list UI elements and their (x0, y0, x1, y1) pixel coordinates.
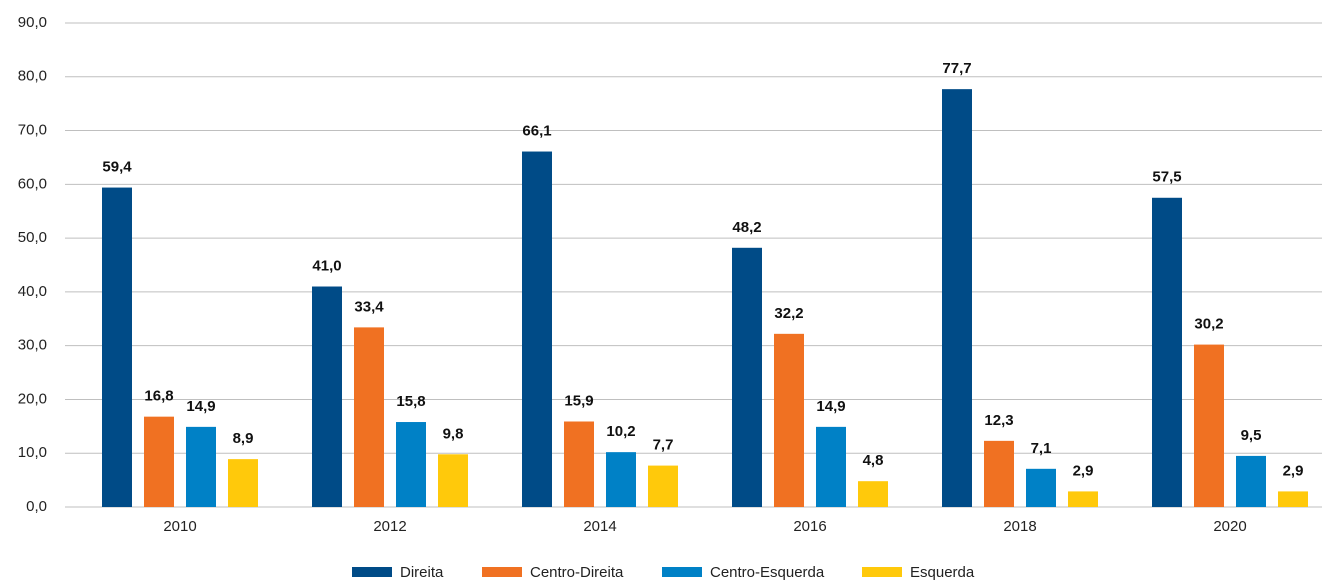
y-tick-label: 90,0 (18, 14, 47, 31)
y-tick-label: 60,0 (18, 175, 47, 192)
bar (1194, 344, 1224, 507)
bar (942, 89, 972, 507)
bar (354, 327, 384, 507)
value-label: 16,8 (144, 388, 173, 405)
y-tick-label: 20,0 (18, 390, 47, 407)
bar (396, 422, 426, 507)
y-tick-label: 0,0 (26, 498, 47, 515)
value-label: 8,9 (233, 430, 254, 447)
bar (522, 151, 552, 508)
x-tick-label: 2012 (373, 518, 406, 535)
value-label: 14,9 (816, 398, 845, 415)
bar (564, 421, 594, 507)
bar (228, 459, 258, 507)
value-label: 15,9 (564, 392, 593, 409)
value-label: 4,8 (863, 452, 884, 469)
bar (1236, 455, 1266, 507)
bar (606, 452, 636, 507)
y-tick-label: 80,0 (18, 68, 47, 85)
value-label: 12,3 (984, 412, 1013, 429)
bar (1152, 197, 1182, 507)
bar (144, 416, 174, 507)
legend-label: Direita (400, 564, 444, 581)
bar (312, 286, 342, 507)
value-label: 2,9 (1073, 462, 1094, 479)
legend-swatch (862, 567, 902, 577)
value-label: 15,8 (396, 393, 425, 410)
bar (984, 440, 1014, 507)
value-label: 32,2 (774, 305, 803, 322)
bar (438, 454, 468, 507)
y-tick-label: 10,0 (18, 444, 47, 461)
value-label: 14,9 (186, 398, 215, 415)
value-label: 57,5 (1152, 169, 1181, 186)
bar (732, 247, 762, 507)
value-label: 7,7 (653, 437, 674, 454)
value-label: 59,4 (102, 159, 132, 176)
bar (186, 426, 216, 507)
y-tick-label: 30,0 (18, 337, 47, 354)
x-tick-label: 2018 (1003, 518, 1036, 535)
legend-label: Centro-Esquerda (710, 564, 825, 581)
bar (816, 426, 846, 507)
value-label: 7,1 (1031, 440, 1052, 457)
value-label: 66,1 (522, 122, 551, 139)
bar (102, 187, 132, 507)
legend-swatch (482, 567, 522, 577)
value-label: 33,4 (354, 298, 384, 315)
bar (858, 481, 888, 507)
x-tick-label: 2014 (583, 518, 616, 535)
bar (648, 465, 678, 507)
x-tick-label: 2020 (1213, 518, 1246, 535)
value-label: 41,0 (312, 257, 341, 274)
bar (1068, 491, 1098, 507)
legend-label: Centro-Direita (530, 564, 624, 581)
value-label: 77,7 (942, 60, 971, 77)
legend-swatch (662, 567, 702, 577)
y-tick-label: 70,0 (18, 122, 47, 139)
x-tick-label: 2010 (163, 518, 196, 535)
bar (1026, 468, 1056, 507)
x-tick-label: 2016 (793, 518, 826, 535)
value-label: 10,2 (606, 423, 635, 440)
legend-label: Esquerda (910, 564, 975, 581)
value-label: 9,8 (443, 425, 464, 442)
bar (774, 333, 804, 507)
y-tick-label: 50,0 (18, 229, 47, 246)
value-label: 9,5 (1241, 427, 1262, 444)
bar (1278, 491, 1308, 507)
value-label: 2,9 (1283, 462, 1304, 479)
value-label: 30,2 (1194, 316, 1223, 333)
value-label: 48,2 (732, 219, 761, 236)
legend-swatch (352, 567, 392, 577)
y-tick-label: 40,0 (18, 283, 47, 300)
